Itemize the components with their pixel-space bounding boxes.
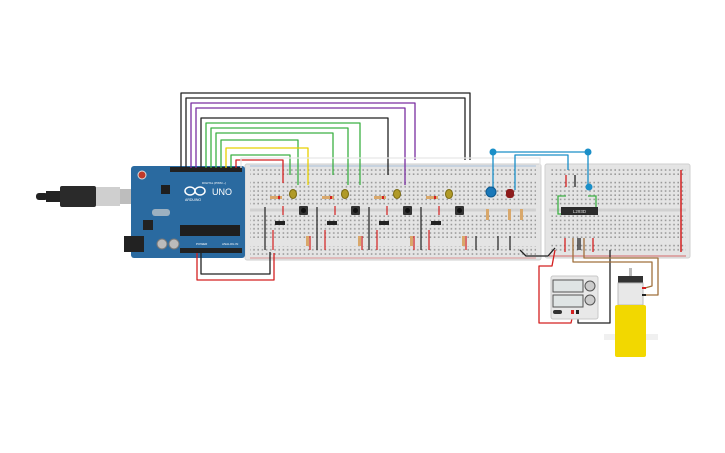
arduino-uno-board[interactable]: UNO ARDUINO DIGITAL (PWM ~) POWER ANALOG… (124, 166, 245, 258)
resistor-band (382, 196, 384, 199)
wire[interactable] (230, 154, 291, 175)
components (264, 186, 523, 250)
analog-pins-label: ANALOG IN (222, 242, 238, 246)
wire[interactable] (190, 102, 416, 168)
resistor-band (434, 196, 436, 199)
digital-pins-label: DIGITAL (PWM ~) (202, 181, 226, 185)
resistor (306, 236, 309, 246)
dc-motor[interactable] (604, 268, 658, 357)
arduino-model-label: UNO (212, 187, 232, 197)
wire[interactable] (235, 159, 284, 183)
wire[interactable] (185, 97, 466, 168)
wire[interactable] (514, 154, 569, 190)
yellow-led (445, 189, 453, 199)
arduino-logo-icon (184, 186, 206, 196)
wire[interactable] (583, 238, 659, 296)
yellow-led (341, 189, 349, 199)
resistor (508, 209, 511, 220)
breadboard-main[interactable] (244, 163, 542, 261)
resistor (426, 196, 438, 199)
wire[interactable] (200, 117, 389, 175)
yellow-led (393, 189, 401, 199)
slide-switch (275, 221, 285, 225)
wire[interactable] (492, 151, 589, 190)
wire[interactable] (519, 247, 556, 257)
voltage-knob (584, 280, 596, 292)
resistor-band (278, 196, 280, 199)
wire[interactable] (210, 127, 349, 185)
wire[interactable] (220, 139, 299, 185)
resistor-band (330, 196, 332, 199)
resistor (322, 196, 334, 199)
wire-junction (489, 148, 497, 156)
wire-junction (584, 148, 592, 156)
slide-switch (431, 221, 441, 225)
resistor (270, 196, 282, 199)
slide-switch (379, 221, 389, 225)
wire[interactable] (240, 157, 541, 168)
wire[interactable] (205, 122, 361, 185)
wire[interactable] (196, 253, 275, 281)
usb-cable[interactable] (36, 186, 134, 207)
push-button-cap (301, 208, 306, 213)
wire[interactable] (572, 238, 653, 289)
red-led (506, 189, 514, 198)
power-pins-label: POWER (196, 242, 208, 246)
wire[interactable] (538, 249, 574, 324)
resistor (410, 236, 413, 246)
arduino-brand-label: ARDUINO (185, 198, 201, 202)
chip-label: L293D (573, 209, 587, 214)
wire[interactable] (180, 92, 471, 168)
wire[interactable] (215, 132, 334, 175)
push-button-cap (457, 208, 462, 213)
reset-button (137, 170, 147, 180)
yellow-led (289, 189, 297, 199)
current-knob (584, 294, 596, 306)
wire[interactable] (225, 147, 309, 185)
resistor (520, 209, 523, 220)
wire-junction (585, 183, 593, 191)
resistor (374, 196, 386, 199)
motor-driver-chip[interactable]: L293D (557, 195, 598, 215)
slide-switch (327, 221, 337, 225)
push-button-cap (405, 208, 410, 213)
wire[interactable] (200, 252, 271, 275)
wires (180, 92, 659, 324)
blue-led (485, 186, 497, 198)
push-button-cap (353, 208, 358, 213)
resistor (462, 236, 465, 246)
power-supply[interactable] (550, 275, 599, 320)
resistor (486, 209, 489, 220)
resistor (358, 236, 361, 246)
wire[interactable] (195, 107, 406, 185)
